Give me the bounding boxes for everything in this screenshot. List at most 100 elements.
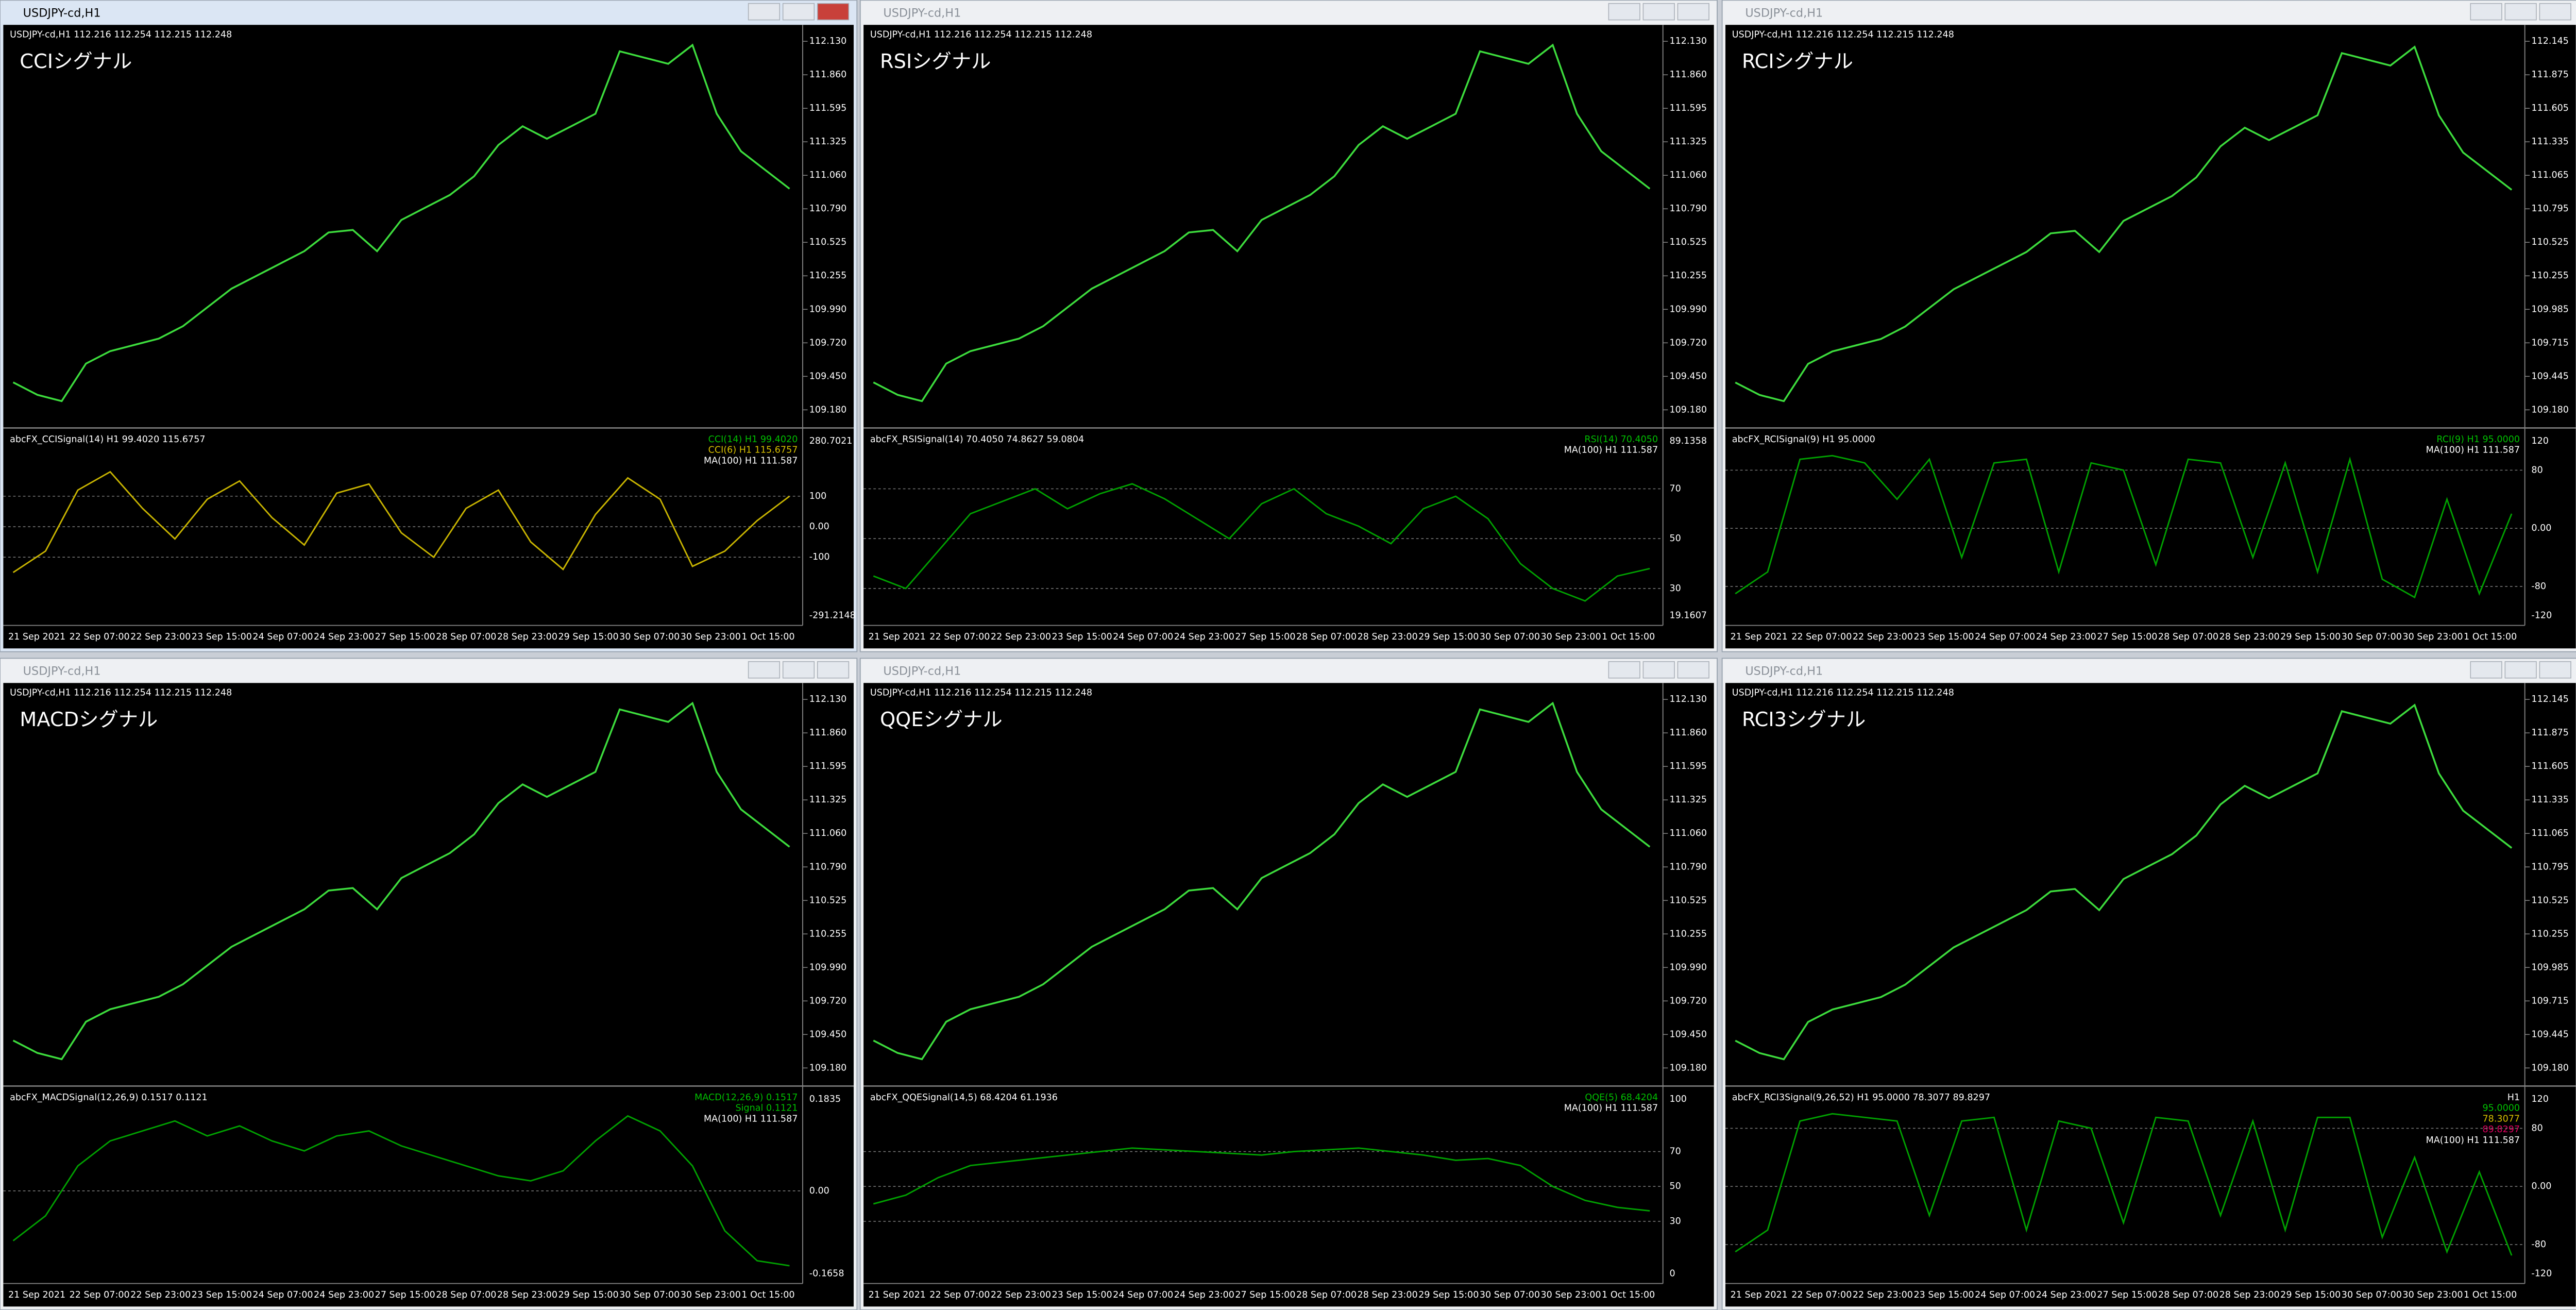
time-tick-label: 24 Sep 07:00 bbox=[1975, 632, 2035, 642]
maximize-button[interactable] bbox=[2504, 661, 2537, 679]
indicator-tick-label: 19.1607 bbox=[1669, 610, 1707, 620]
price-tick-label: 109.715 bbox=[2531, 338, 2569, 348]
time-tick-label: 1 Oct 15:00 bbox=[741, 1290, 794, 1300]
indicator-tick-label: 100 bbox=[809, 491, 827, 501]
indicator-tick-label: 0.00 bbox=[809, 522, 829, 532]
chart-label: CCIシグナル bbox=[20, 50, 132, 73]
price-tick-label: 109.445 bbox=[2531, 371, 2569, 381]
maximize-button[interactable] bbox=[782, 3, 815, 21]
indicator-legend: 95.0000 bbox=[2483, 1103, 2520, 1114]
time-tick-label: 28 Sep 07:00 bbox=[436, 632, 496, 642]
close-button[interactable] bbox=[817, 3, 850, 21]
chart-area bbox=[1725, 683, 2576, 1307]
price-tick-label: 109.180 bbox=[809, 1063, 847, 1073]
close-button[interactable] bbox=[1677, 3, 1709, 21]
indicator-tick-label: -120 bbox=[2531, 610, 2552, 620]
price-line bbox=[12, 701, 790, 1061]
time-tick-label: 22 Sep 23:00 bbox=[1853, 632, 1913, 642]
indicator-legend: MACD(12,26,9) 0.1517 bbox=[694, 1093, 798, 1103]
indicator-header: abcFX_CCISignal(14) H1 99.4020 115.6757 bbox=[10, 434, 205, 445]
symbol-info: USDJPY-cd,H1 112.216 112.254 112.215 112… bbox=[870, 29, 1092, 40]
price-tick-label: 111.875 bbox=[2531, 70, 2569, 80]
time-tick-label: 30 Sep 23:00 bbox=[1540, 632, 1601, 642]
price-tick-label: 111.325 bbox=[1669, 795, 1707, 805]
price-tick-label: 111.875 bbox=[2531, 728, 2569, 738]
price-tick-label: 109.445 bbox=[2531, 1029, 2569, 1039]
indicator-header: abcFX_MACDSignal(12,26,9) 0.1517 0.1121 bbox=[10, 1093, 208, 1103]
maximize-button[interactable] bbox=[1642, 661, 1675, 679]
price-tick-label: 110.255 bbox=[1669, 929, 1707, 939]
indicator-tick-label: 30 bbox=[1669, 583, 1681, 594]
maximize-button[interactable] bbox=[1642, 3, 1675, 21]
minimize-button[interactable] bbox=[748, 661, 781, 679]
time-tick-label: 21 Sep 2021 bbox=[8, 632, 65, 642]
price-tick-label: 110.525 bbox=[1669, 237, 1707, 247]
chart-label: QQEシグナル bbox=[880, 708, 1003, 731]
indicator-tick-label: -291.2148 bbox=[809, 610, 856, 620]
indicator-header: abcFX_RSISignal(14) 70.4050 74.8627 59.0… bbox=[870, 434, 1084, 445]
price-tick-label: 111.605 bbox=[2531, 103, 2569, 113]
price-tick-label: 111.595 bbox=[1669, 761, 1707, 771]
time-tick-label: 22 Sep 23:00 bbox=[991, 632, 1051, 642]
chart-area bbox=[3, 683, 854, 1307]
time-tick-label: 24 Sep 23:00 bbox=[2036, 632, 2096, 642]
indicator-tick-label: 70 bbox=[1669, 1147, 1681, 1157]
time-tick-label: 23 Sep 15:00 bbox=[1913, 632, 1974, 642]
indicator-tick-label: 280.7021 bbox=[809, 436, 853, 446]
price-tick-label: 110.255 bbox=[809, 271, 847, 281]
indicator-tick-label: 30 bbox=[1669, 1216, 1681, 1227]
time-tick-label: 29 Sep 15:00 bbox=[2280, 1290, 2341, 1300]
price-tick-label: 110.525 bbox=[2531, 895, 2569, 905]
window-title: USDJPY-cd,H1 bbox=[1745, 664, 1823, 678]
time-tick-label: 22 Sep 23:00 bbox=[130, 632, 191, 642]
maximize-button[interactable] bbox=[782, 661, 815, 679]
time-tick-label: 22 Sep 23:00 bbox=[1853, 1290, 1913, 1300]
price-line bbox=[873, 701, 1651, 1061]
maximize-button[interactable] bbox=[2504, 3, 2537, 21]
close-button[interactable] bbox=[2539, 661, 2571, 679]
time-tick-label: 22 Sep 23:00 bbox=[130, 1290, 191, 1300]
price-tick-label: 110.255 bbox=[809, 929, 847, 939]
indicator-tick-label: -80 bbox=[2531, 1239, 2546, 1250]
time-tick-label: 23 Sep 15:00 bbox=[192, 1290, 252, 1300]
chart-window: USDJPY-cd,H1 USDJPY-cd,H1 112.216 112.254… bbox=[859, 0, 1718, 652]
price-tick-label: 110.790 bbox=[809, 862, 847, 872]
price-tick-label: 112.130 bbox=[1669, 36, 1707, 46]
indicator-tick-label: 0.00 bbox=[809, 1186, 829, 1196]
indicator-line bbox=[1735, 455, 2513, 599]
time-tick-label: 30 Sep 07:00 bbox=[1480, 1290, 1540, 1300]
minimize-button[interactable] bbox=[1608, 661, 1640, 679]
minimize-button[interactable] bbox=[1608, 3, 1640, 21]
indicator-tick-label: -80 bbox=[2531, 581, 2546, 592]
price-tick-label: 109.720 bbox=[809, 338, 847, 348]
indicator-legend: 89.8297 bbox=[2483, 1124, 2520, 1135]
close-button[interactable] bbox=[817, 661, 850, 679]
price-tick-label: 109.450 bbox=[1669, 1029, 1707, 1039]
minimize-button[interactable] bbox=[2470, 3, 2502, 21]
price-tick-label: 111.860 bbox=[809, 70, 847, 80]
time-tick-label: 22 Sep 23:00 bbox=[991, 1290, 1051, 1300]
time-tick-label: 28 Sep 23:00 bbox=[2219, 632, 2280, 642]
close-button[interactable] bbox=[2539, 3, 2571, 21]
indicator-legend: Signal 0.1121 bbox=[736, 1103, 798, 1114]
time-tick-label: 24 Sep 23:00 bbox=[1174, 632, 1234, 642]
symbol-info: USDJPY-cd,H1 112.216 112.254 112.215 112… bbox=[1732, 29, 1954, 40]
indicator-legend: MA(100) H1 111.587 bbox=[704, 456, 798, 466]
price-tick-label: 112.130 bbox=[809, 694, 847, 704]
time-tick-label: 30 Sep 23:00 bbox=[2402, 632, 2463, 642]
chart-window: USDJPY-cd,H1 USDJPY-cd,H1 112.216 112.254… bbox=[1721, 658, 2576, 1310]
time-tick-label: 27 Sep 15:00 bbox=[375, 632, 435, 642]
time-tick-label: 29 Sep 15:00 bbox=[1418, 632, 1479, 642]
window-title: USDJPY-cd,H1 bbox=[1745, 6, 1823, 20]
minimize-button[interactable] bbox=[2470, 661, 2502, 679]
minimize-button[interactable] bbox=[748, 3, 781, 21]
price-line bbox=[12, 43, 790, 402]
indicator-legend: CCI(14) H1 99.4020 bbox=[708, 434, 798, 445]
indicator-tick-label: 100 bbox=[1669, 1094, 1686, 1104]
time-tick-label: 23 Sep 15:00 bbox=[192, 632, 252, 642]
close-button[interactable] bbox=[1677, 661, 1709, 679]
price-tick-label: 111.605 bbox=[2531, 761, 2569, 771]
indicator-legend: H1 bbox=[2507, 1093, 2520, 1103]
price-tick-label: 109.450 bbox=[809, 1029, 847, 1039]
time-tick-label: 24 Sep 23:00 bbox=[2036, 1290, 2096, 1300]
